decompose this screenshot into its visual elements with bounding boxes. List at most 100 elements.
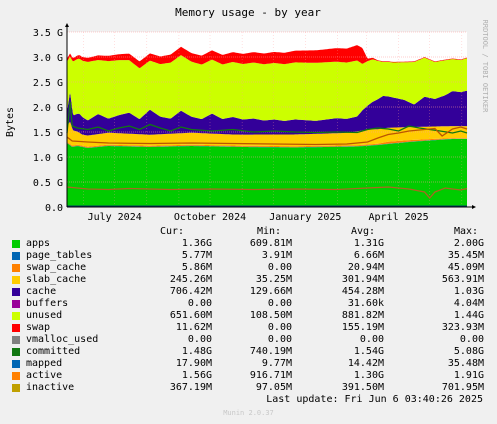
legend-row-mapped: mapped 17.90M 9.77M 14.42M 35.48M bbox=[12, 358, 492, 370]
legend-name: apps bbox=[26, 238, 51, 249]
x-tick-label: January 2025 bbox=[269, 212, 341, 223]
y-tick-label: 3.5 G bbox=[33, 28, 63, 39]
legend-swatch bbox=[12, 348, 20, 356]
legend-avg: 155.19M bbox=[341, 322, 384, 333]
legend-avg: 31.60k bbox=[347, 298, 384, 309]
legend-min: 97.05M bbox=[255, 382, 292, 393]
legend-swatch bbox=[12, 264, 20, 272]
line-inactive bbox=[66, 186, 468, 199]
legend-row-committed: committed 1.48G 740.19M 1.54G 5.08G bbox=[12, 346, 492, 358]
legend-swatch bbox=[12, 252, 20, 260]
legend-header-avg: Avg: bbox=[351, 226, 376, 237]
line-committed bbox=[66, 101, 468, 134]
legend-cur: 706.42M bbox=[169, 286, 212, 297]
legend-avg: 1.31G bbox=[353, 238, 384, 249]
legend-min: 0.00 bbox=[267, 322, 292, 333]
legend-header-min: Min: bbox=[257, 226, 282, 237]
legend-name: page_tables bbox=[26, 250, 93, 261]
area-apps bbox=[67, 139, 467, 207]
legend-avg: 14.42M bbox=[347, 358, 384, 369]
legend-max: 323.93M bbox=[441, 322, 484, 333]
legend-max: 1.44G bbox=[453, 310, 484, 321]
chart-title: Memory usage - by year bbox=[175, 6, 321, 19]
legend-max: 2.00G bbox=[453, 238, 484, 249]
legend-cur: 0.00 bbox=[187, 334, 212, 345]
legend-name: cache bbox=[26, 286, 57, 297]
legend-min: 9.77M bbox=[261, 358, 292, 369]
area-cache bbox=[67, 90, 467, 136]
legend-swatch bbox=[12, 288, 20, 296]
x-tick-label: July 2024 bbox=[88, 212, 142, 223]
y-tick-label: 1.5 G bbox=[33, 128, 63, 139]
legend-min: 35.25M bbox=[255, 274, 292, 285]
legend-min: 108.50M bbox=[249, 310, 292, 321]
y-tick-label: 0.0 bbox=[45, 203, 63, 214]
legend-min: 0.00 bbox=[267, 262, 292, 273]
y-axis-arrow bbox=[65, 23, 69, 27]
legend-name: swap bbox=[26, 322, 51, 333]
legend-row-apps: apps 1.36G 609.81M 1.31G 2.00G bbox=[12, 238, 492, 250]
legend-avg: 881.82M bbox=[341, 310, 384, 321]
legend-cur: 651.60M bbox=[169, 310, 212, 321]
x-tick-label: April 2025 bbox=[368, 212, 428, 223]
legend-name: active bbox=[26, 370, 63, 381]
area-swap bbox=[67, 45, 467, 68]
legend-row-unused: unused 651.60M 108.50M 881.82M 1.44G bbox=[12, 310, 492, 322]
legend-swatch bbox=[12, 240, 20, 248]
y-tick-label: 1.0 G bbox=[33, 153, 63, 164]
rrdtool-credit: RRDTOOL / TOBI OETIKER bbox=[481, 20, 489, 114]
last-update: Last update: Fri Jun 6 03:40:26 2025 bbox=[266, 394, 483, 405]
legend-cur: 0.00 bbox=[187, 298, 212, 309]
legend-avg: 1.30G bbox=[353, 370, 384, 381]
legend-row-slab_cache: slab_cache 245.26M 35.25M 301.94M 563.91M bbox=[12, 274, 492, 286]
legend-name: committed bbox=[26, 346, 81, 357]
legend-swatch bbox=[12, 384, 20, 392]
legend-max: 1.03G bbox=[453, 286, 484, 297]
legend-swatch bbox=[12, 276, 20, 284]
legend-swatch bbox=[12, 336, 20, 344]
legend-max: 4.04M bbox=[453, 298, 484, 309]
legend-max: 5.08G bbox=[453, 346, 484, 357]
legend-avg: 454.28M bbox=[341, 286, 384, 297]
legend-max: 1.91G bbox=[453, 370, 484, 381]
legend-min: 740.19M bbox=[249, 346, 292, 357]
plot-area: 0.0 0.5 G 1.0 G 1.5 G 2.0 G 2.5 G 3.0 G 3.5 G Ju… bbox=[33, 23, 476, 223]
legend-max: 0.00 bbox=[459, 334, 484, 345]
legend-max: 563.91M bbox=[441, 274, 484, 285]
legend-swatch bbox=[12, 324, 20, 332]
legend-row-swap: swap 11.62M 0.00 155.19M 323.93M bbox=[12, 322, 492, 334]
legend-cur: 11.62M bbox=[175, 322, 212, 333]
x-axis-arrow bbox=[472, 205, 476, 209]
legend-min: 3.91M bbox=[261, 250, 292, 261]
y-tick-label: 2.5 G bbox=[33, 78, 63, 89]
legend-name: buffers bbox=[26, 298, 69, 309]
y-tick-label: 0.5 G bbox=[33, 178, 63, 189]
area-page_tables bbox=[67, 138, 467, 148]
legend-name: inactive bbox=[26, 382, 75, 393]
legend-avg: 0.00 bbox=[359, 334, 384, 345]
legend-avg: 6.66M bbox=[353, 250, 384, 261]
legend-min: 129.66M bbox=[249, 286, 292, 297]
legend-name: vmalloc_used bbox=[26, 334, 99, 345]
legend-row-cache: cache 706.42M 129.66M 454.28M 1.03G bbox=[12, 286, 492, 298]
legend-name: unused bbox=[26, 310, 63, 321]
legend-swatch bbox=[12, 360, 20, 368]
legend-max: 35.45M bbox=[447, 250, 484, 261]
area-slab_cache bbox=[67, 121, 467, 147]
y-axis-label: Bytes bbox=[5, 107, 16, 137]
munin-version: Munin 2.0.37 bbox=[223, 409, 274, 417]
legend-avg: 1.54G bbox=[353, 346, 384, 357]
legend-row-active: active 1.56G 916.71M 1.30G 1.91G bbox=[12, 370, 492, 382]
legend-cur: 17.90M bbox=[175, 358, 212, 369]
legend-max: 35.48M bbox=[447, 358, 484, 369]
legend-row-inactive: inactive 367.19M 97.05M 391.50M 701.95M bbox=[12, 382, 492, 394]
legend-swatch bbox=[12, 300, 20, 308]
legend-cur: 5.86M bbox=[181, 262, 212, 273]
legend-row-vmalloc_used: vmalloc_used 0.00 0.00 0.00 0.00 bbox=[12, 334, 492, 346]
legend-swatch bbox=[12, 312, 20, 320]
y-tick-label: 2.0 G bbox=[33, 103, 63, 114]
y-tick-label: 3.0 G bbox=[33, 53, 63, 64]
legend-cur: 245.26M bbox=[169, 274, 212, 285]
